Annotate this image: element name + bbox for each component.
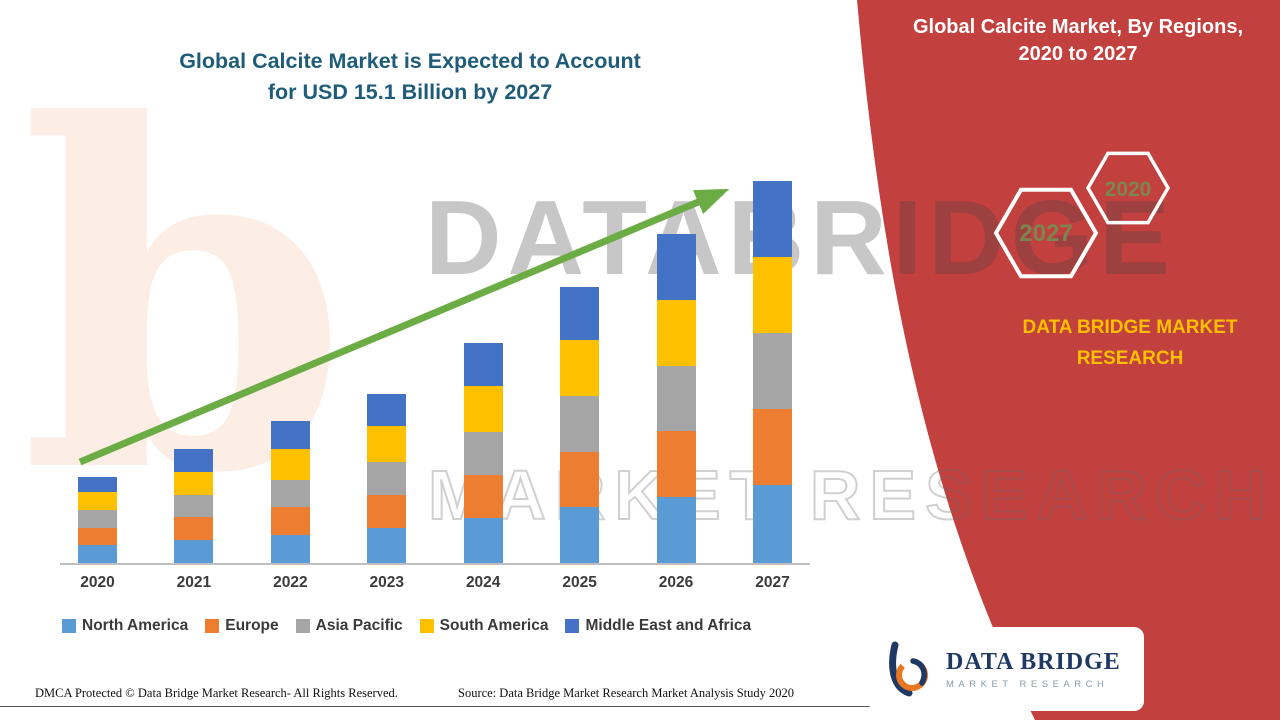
segment-south-america — [367, 426, 407, 462]
segment-middle-east-and-africa — [656, 234, 696, 300]
side-panel-title: Global Calcite Market, By Regions, 2020 … — [888, 14, 1268, 68]
segment-north-america — [560, 507, 600, 563]
segment-asia-pacific — [270, 479, 310, 508]
x-axis-label-2023: 2023 — [369, 574, 404, 591]
segment-middle-east-and-africa — [752, 181, 792, 257]
x-axis-label-2021: 2021 — [176, 574, 212, 591]
logo-tagline-text: MARKET RESEARCH — [946, 678, 1109, 690]
hexagon-badges: 2020 2027 — [993, 151, 1171, 279]
data-bridge-logo-card: DATA BRIDGE MARKET RESEARCH — [868, 627, 1144, 711]
segment-europe — [752, 408, 792, 485]
legend-label: Middle East and Africa — [585, 617, 752, 634]
legend-item-europe: Europe — [205, 617, 279, 635]
segment-south-america — [174, 471, 214, 495]
segment-asia-pacific — [463, 431, 503, 475]
hexagon-2020-outline — [1085, 151, 1171, 225]
segment-middle-east-and-africa — [174, 449, 214, 472]
segment-europe — [270, 507, 310, 536]
side-panel-title-line2: 2020 to 2027 — [1018, 43, 1138, 65]
logo-brand-text: DATA BRIDGE — [946, 648, 1121, 675]
side-panel-brand: DATA BRIDGE MARKET RESEARCH — [985, 312, 1275, 374]
segment-north-america — [463, 517, 503, 563]
x-axis-label-2026: 2026 — [658, 574, 694, 591]
page-title-line1: Global Calcite Market is Expected to Acc… — [179, 49, 641, 73]
side-panel-brand-line1: DATA BRIDGE MARKET — [1022, 317, 1238, 338]
page-title: Global Calcite Market is Expected to Acc… — [90, 46, 730, 108]
legend-label: South America — [439, 617, 549, 634]
segment-north-america — [78, 545, 117, 563]
segment-north-america — [656, 497, 696, 563]
footer-divider — [0, 706, 1015, 707]
hexagon-2027-label: 2027 — [1019, 220, 1072, 247]
hexagon-2027-outline — [993, 187, 1099, 279]
stacked-bar-2026 — [656, 234, 696, 563]
segment-north-america — [367, 527, 407, 563]
segment-north-america — [174, 540, 214, 563]
legend-item-south-america: South America — [419, 617, 549, 635]
x-axis-label-2025: 2025 — [562, 574, 597, 591]
red-side-panel — [857, 0, 1280, 720]
segment-middle-east-and-africa — [270, 421, 310, 450]
side-panel-title-line1: Global Calcite Market, By Regions, — [912, 16, 1244, 38]
segment-middle-east-and-africa — [367, 393, 407, 427]
data-bridge-logo-icon — [889, 641, 928, 697]
legend-item-north-america: North America — [62, 617, 188, 635]
segment-asia-pacific — [752, 332, 792, 409]
x-axis-label-2022: 2022 — [273, 574, 308, 591]
dmca-notice: DMCA Protected © Data Bridge Market Rese… — [35, 686, 398, 700]
side-panel-brand-line2: RESEARCH — [1076, 348, 1184, 369]
stacked-bar-2023 — [367, 393, 407, 563]
stacked-bar-2024 — [463, 343, 503, 563]
stacked-bar-2022 — [270, 421, 310, 563]
segment-asia-pacific — [656, 365, 696, 432]
chart-plot-area — [60, 150, 810, 565]
chart-legend: North America Europe Asia Pacific South Ame… — [62, 617, 842, 635]
legend-item-middle-east-and-africa: Middle East and Africa — [565, 617, 751, 635]
stacked-bar-2021 — [174, 449, 214, 563]
legend-swatch — [419, 619, 434, 633]
segment-middle-east-and-africa — [78, 477, 117, 493]
legend-swatch — [205, 619, 220, 633]
stacked-bar-2020 — [78, 477, 117, 563]
segment-south-america — [752, 256, 792, 333]
x-axis-label-2024: 2024 — [465, 574, 501, 591]
segment-south-america — [656, 299, 696, 366]
stacked-bar-2027 — [752, 181, 792, 563]
segment-north-america — [270, 535, 310, 563]
segment-north-america — [752, 484, 792, 563]
legend-swatch — [295, 619, 310, 633]
segment-europe — [78, 527, 117, 546]
stacked-bar-2025 — [560, 287, 600, 563]
segment-asia-pacific — [78, 509, 117, 528]
segment-middle-east-and-africa — [560, 287, 600, 341]
stacked-bars — [60, 150, 810, 565]
x-axis-label-2020: 2020 — [80, 574, 115, 591]
hexagon-2020-label: 2020 — [1105, 178, 1152, 201]
segment-south-america — [560, 340, 600, 396]
legend-swatch — [62, 619, 76, 633]
segment-asia-pacific — [560, 395, 600, 452]
segment-europe — [463, 474, 503, 518]
legend-label: Europe — [225, 617, 279, 634]
legend-item-asia-pacific: Asia Pacific — [295, 617, 403, 635]
segment-south-america — [463, 386, 503, 432]
segment-asia-pacific — [367, 461, 407, 495]
legend-label: North America — [82, 617, 189, 634]
page-title-line2: for USD 15.1 Billion by 2027 — [267, 80, 553, 104]
segment-middle-east-and-africa — [463, 343, 503, 386]
segment-south-america — [78, 492, 117, 510]
segment-asia-pacific — [174, 494, 214, 518]
legend-label: Asia Pacific — [315, 617, 403, 634]
legend-swatch — [565, 619, 580, 633]
segment-europe — [174, 517, 214, 541]
source-note: Source: Data Bridge Market Research Mark… — [458, 686, 795, 700]
segment-europe — [560, 451, 600, 508]
segment-europe — [367, 494, 407, 528]
x-axis-label-2027: 2027 — [755, 574, 790, 591]
x-axis-labels: 2020 2021 2022 2023 2024 2025 2026 2027 — [60, 574, 810, 592]
segment-south-america — [270, 449, 310, 480]
segment-europe — [656, 431, 696, 498]
